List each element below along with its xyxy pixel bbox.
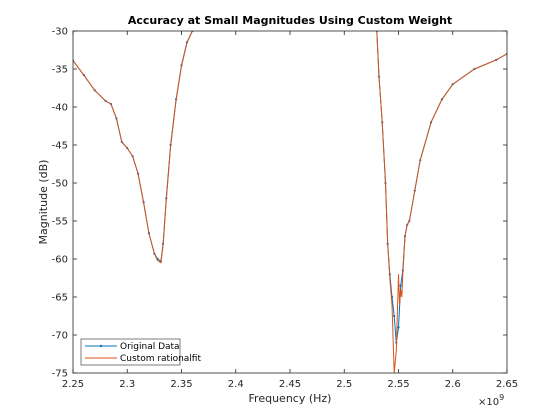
x-axis-exponent: ×109 — [478, 393, 504, 408]
y-tick-label: -30 — [52, 27, 68, 38]
plot-area — [73, 31, 507, 373]
x-axis-label: Frequency (Hz) — [249, 392, 332, 405]
legend-box — [80, 338, 181, 366]
x-tick-label: 2.45 — [279, 379, 301, 390]
y-tick-label: -35 — [52, 65, 68, 76]
x-tick-label: 2.6 — [445, 379, 461, 390]
y-tick-label: -65 — [52, 293, 68, 304]
y-tick-label: -75 — [52, 369, 68, 380]
legend-label-custom: Custom rationalfit — [120, 354, 201, 364]
y-tick-label: -45 — [52, 141, 68, 152]
legend: Original Data Custom rationalfit — [80, 338, 201, 366]
x-tick-label: 2.65 — [496, 379, 518, 390]
y-tick-label: -40 — [52, 103, 68, 114]
x-tick-label: 2.3 — [119, 379, 135, 390]
x-tick-label: 2.55 — [387, 379, 409, 390]
x-tick-label: 2.35 — [170, 379, 192, 390]
y-tick-label: -55 — [52, 217, 68, 228]
x-tick-label: 2.25 — [62, 379, 84, 390]
data-point — [393, 314, 396, 318]
data-point — [399, 284, 402, 287]
x-axis-ticks: 2.25 2.3 2.35 2.4 2.45 2.5 2.55 2.6 2.65 — [62, 31, 518, 390]
y-tick-label: -70 — [52, 331, 68, 342]
legend-label-original: Original Data — [120, 342, 180, 352]
y-tick-label: -50 — [52, 179, 68, 190]
x-tick-label: 2.5 — [336, 379, 352, 390]
legend-marker-original — [99, 344, 103, 348]
series-layer — [73, 31, 507, 373]
series-custom-rationalfit-right — [376, 31, 507, 373]
x-tick-label: 2.4 — [228, 379, 244, 390]
y-tick-label: -60 — [52, 255, 68, 266]
series-custom-rationalfit-left — [73, 31, 193, 264]
y-axis-ticks: -30 -35 -40 -45 -50 -55 -60 -65 -70 -75 — [52, 27, 507, 380]
data-point — [397, 326, 400, 329]
y-axis-label: Magnitude (dB) — [37, 160, 50, 245]
chart-title: Accuracy at Small Magnitudes Using Custo… — [128, 14, 452, 27]
